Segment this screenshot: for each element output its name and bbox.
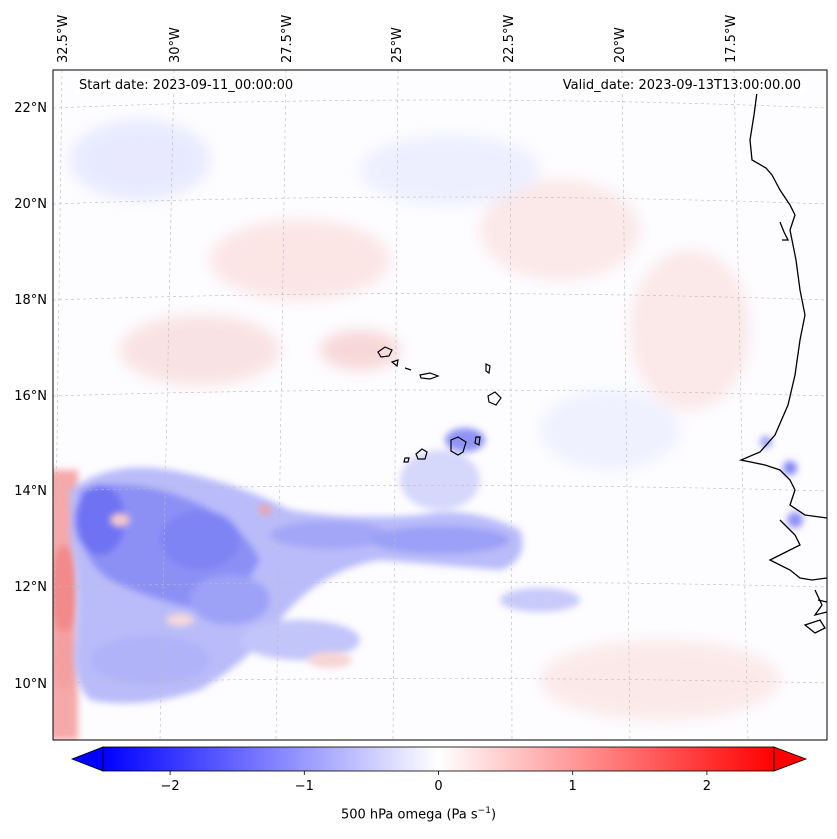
colorbar-tick-label: 2 [703,779,711,794]
coastline [738,91,827,634]
lat-label: 20°N [14,197,47,212]
lat-label: 16°N [14,389,47,404]
colorbar-tick-label: 1 [569,779,577,794]
map-panel [52,69,828,741]
lat-label: 10°N [14,677,47,692]
colorbar-tick-label: −1 [295,779,314,794]
colorbar-ticks: −2 −1 0 1 2 [161,771,711,794]
colorbar-extend-max [773,746,808,772]
cape-verde-islands [377,346,502,463]
lon-label: 27.5°W [280,15,295,63]
valid-date-label: Valid_date: 2023-09-13T13:00:00.00 [559,78,804,94]
lon-label: 17.5°W [724,15,739,63]
colorbar-title-exponent: −1 [477,806,491,816]
lon-label: 32.5°W [56,15,71,63]
map-frame [52,69,828,741]
latitude-labels: 22°N 20°N 18°N 16°N 14°N 12°N 10°N [14,101,47,692]
longitude-labels: 32.5°W 30°W 27.5°W 25°W 22.5°W 20°W 17.5… [56,15,739,63]
colorbar: −2 −1 0 1 2 [70,746,808,794]
colorbar-title-suffix: ) [490,807,497,823]
lon-label: 20°W [613,27,628,63]
colorbar-extend-min [70,746,104,772]
colorbar-tick-label: 0 [434,779,442,794]
omega-field [53,70,827,740]
lat-label: 12°N [14,580,47,595]
lon-label: 30°W [168,27,183,63]
start-date-label: Start date: 2023-09-11_00:00:00 [76,78,297,94]
colorbar-title-prefix: 500 hPa omega (Pa s [340,807,478,823]
colorbar-gradient [103,747,774,771]
colorbar-title: 500 hPa omega (Pa s−1) [0,806,837,822]
lon-label: 22.5°W [502,15,517,63]
colorbar-tick-label: −2 [161,779,180,794]
lat-label: 14°N [14,484,47,499]
graticule [53,70,827,740]
lat-label: 18°N [14,293,47,308]
lon-label: 25°W [390,27,405,63]
lat-label: 22°N [14,101,47,116]
